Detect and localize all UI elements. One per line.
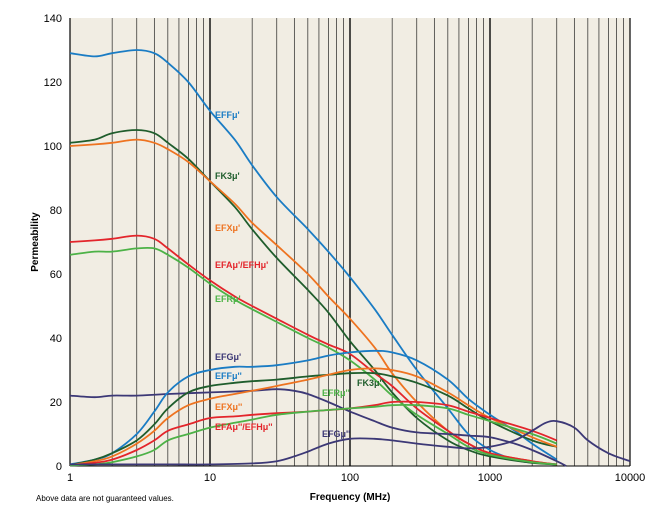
series-line bbox=[69, 49, 533, 464]
y-tick-label: 60 bbox=[50, 269, 62, 281]
y-tick-label: 80 bbox=[50, 205, 62, 217]
series-line bbox=[69, 388, 567, 467]
grid-lines bbox=[69, 18, 631, 467]
y-tick-label: 20 bbox=[50, 397, 62, 409]
y-tick-label: 100 bbox=[44, 141, 62, 153]
series-line bbox=[69, 349, 558, 466]
series-line bbox=[69, 246, 557, 466]
disclaimer-note: Above data are not guaranteed values. bbox=[36, 494, 174, 503]
series-line bbox=[70, 419, 631, 466]
y-tick-label: 0 bbox=[56, 461, 62, 473]
series-label: EFXμ'' bbox=[215, 402, 242, 412]
series-labels: EFFμ' FK3μ' EFXμ' EFAμ'/EFHμ' EFRμ' EFGμ' EFFμ… bbox=[215, 110, 384, 439]
series-line bbox=[69, 372, 558, 466]
series-label: EFFμ' bbox=[215, 110, 240, 120]
x-tick-label: 10 bbox=[204, 472, 216, 484]
x-tick-label: 1 bbox=[67, 472, 73, 484]
x-tick-label: 100 bbox=[341, 472, 359, 484]
series-label: EFAμ''/EFHμ'' bbox=[215, 422, 273, 432]
y-axis-label: Permeability bbox=[30, 212, 41, 272]
series-line bbox=[69, 367, 558, 466]
series-label: EFGμ'' bbox=[322, 429, 350, 439]
x-tick-label: 10000 bbox=[615, 472, 646, 484]
series-label: EFRμ'' bbox=[322, 388, 350, 398]
series-label: EFGμ' bbox=[215, 352, 241, 362]
tick-labels: 1 10 100 1000 10000 0 20 40 60 80 100 120 140 bbox=[44, 13, 646, 484]
series-lines bbox=[69, 49, 631, 467]
series-label: EFXμ' bbox=[215, 223, 240, 233]
series-line bbox=[69, 404, 558, 467]
series-label: FK3μ'' bbox=[357, 378, 384, 388]
y-tick-label: 40 bbox=[50, 333, 62, 345]
series-label: EFRμ' bbox=[215, 294, 241, 304]
series-label: EFFμ'' bbox=[215, 371, 242, 381]
series-line bbox=[69, 234, 557, 466]
x-tick-label: 1000 bbox=[478, 472, 502, 484]
series-label: EFAμ'/EFHμ' bbox=[215, 260, 268, 270]
series-label: FK3μ' bbox=[215, 171, 240, 181]
x-axis-label: Frequency (MHz) bbox=[310, 492, 391, 503]
y-tick-label: 120 bbox=[44, 77, 62, 89]
y-tick-label: 140 bbox=[44, 13, 62, 25]
series-line bbox=[69, 129, 557, 466]
